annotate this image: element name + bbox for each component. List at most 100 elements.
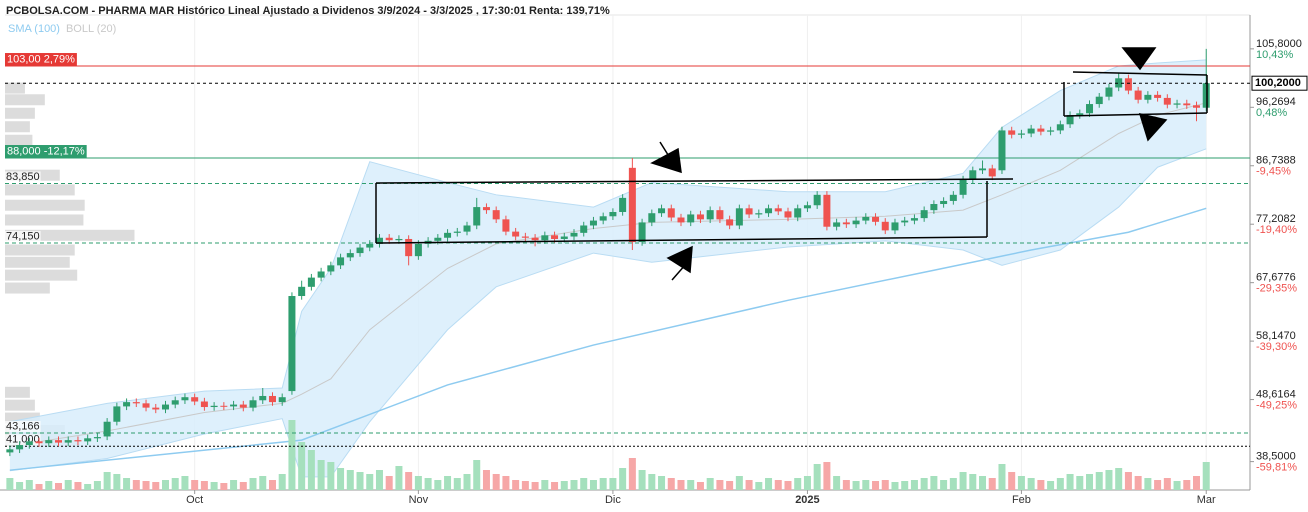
volume-bar (191, 480, 199, 490)
candle-body (298, 286, 306, 297)
volume-bar (891, 482, 899, 490)
volume-bar (833, 476, 841, 490)
candle-body (1173, 103, 1181, 105)
candle-body (1066, 115, 1074, 125)
volume-bar (696, 482, 704, 490)
volume-bar (6, 478, 14, 490)
candle-body (1076, 113, 1084, 116)
y-tick-label: 77,2082 (1256, 213, 1296, 225)
volume-bar (35, 484, 43, 490)
volume-profile-bar (5, 214, 84, 226)
candle-body (230, 404, 238, 407)
y-tick-change: 0,48% (1256, 107, 1287, 119)
volume-bar (54, 483, 62, 490)
volume-bar (706, 478, 714, 490)
candle-body (910, 218, 918, 221)
candle-body (463, 225, 471, 232)
candle-body (1047, 130, 1055, 132)
volume-bar (25, 480, 33, 490)
candle-body (1008, 130, 1016, 135)
x-tick-label: Feb (1012, 494, 1031, 506)
candle-body (473, 207, 481, 226)
candle-body (123, 402, 131, 407)
volume-bar (93, 481, 101, 490)
volume-bar (667, 478, 675, 490)
volume-bar (638, 470, 646, 490)
volume-bar (881, 480, 889, 490)
volume-bar (220, 483, 228, 490)
drawn-line (1072, 71, 1208, 76)
volume-bar (842, 480, 850, 490)
volume-bar (687, 480, 695, 490)
volume-bar (1017, 476, 1025, 490)
y-tick-change: -49,25% (1256, 399, 1297, 411)
level-label: 83,850 (6, 171, 40, 183)
volume-bar (813, 464, 821, 490)
volume-profile-bar (5, 199, 85, 211)
volume-bar (1134, 476, 1142, 490)
arrow (666, 245, 693, 274)
volume-bar (424, 478, 432, 490)
volume-bar (113, 474, 121, 490)
volume-bar (230, 480, 238, 490)
candle-body (735, 208, 743, 226)
volume-bar (16, 482, 24, 490)
candle-body (619, 197, 627, 212)
candle-body (191, 397, 199, 402)
volume-bar (298, 442, 306, 490)
volume-bar (181, 476, 189, 490)
volume-bar (619, 468, 627, 490)
sma-line (9, 207, 1207, 471)
volume-bar (337, 468, 345, 490)
volume-bar (852, 481, 860, 490)
candle-body (259, 395, 267, 401)
candle-body (317, 271, 325, 278)
volume-bar (142, 481, 150, 490)
volume-bar (658, 476, 666, 490)
candle-body (512, 231, 520, 237)
volume-bar (346, 470, 354, 490)
candle-body (949, 194, 957, 201)
volume-bar (307, 450, 315, 490)
volume-bar (1163, 478, 1171, 490)
candle-body (979, 168, 987, 171)
candle-body (891, 222, 899, 231)
candle-body (268, 395, 276, 403)
volume-profile-bar (5, 282, 50, 294)
candle-body (25, 441, 33, 446)
candle-body (774, 208, 782, 212)
candle-body (1134, 90, 1142, 100)
volume-bar (570, 480, 578, 490)
volume-bar (940, 480, 948, 490)
volume-bar (385, 476, 393, 490)
volume-bar (434, 480, 442, 490)
volume-bar (1115, 468, 1123, 490)
arrow (650, 147, 682, 174)
candle-body (813, 194, 821, 206)
volume-bar (1027, 478, 1035, 490)
candle-body (609, 211, 617, 217)
last-price-box (1251, 75, 1308, 91)
volume-bar (774, 480, 782, 490)
volume-bar (327, 462, 335, 490)
candle-body (667, 208, 675, 218)
candle-body (1163, 97, 1171, 105)
volume-bar (765, 478, 773, 490)
candle-body (249, 400, 257, 408)
candle-body (210, 405, 218, 408)
candle-body (278, 397, 286, 403)
candle-body (366, 243, 374, 248)
volume-bar (541, 480, 549, 490)
volume-profile-bar (5, 94, 45, 106)
x-tick-label: 2025 (795, 494, 819, 506)
level-label-box (5, 171, 41, 183)
volume-bar (317, 460, 325, 490)
legend-entry: SMA (100) (8, 23, 60, 35)
volume-bar (1183, 480, 1191, 490)
volume-bar (473, 460, 481, 490)
drawn-line (375, 236, 988, 244)
candle-body (628, 167, 636, 243)
volume-bar (395, 466, 403, 490)
candle-body (103, 421, 111, 437)
